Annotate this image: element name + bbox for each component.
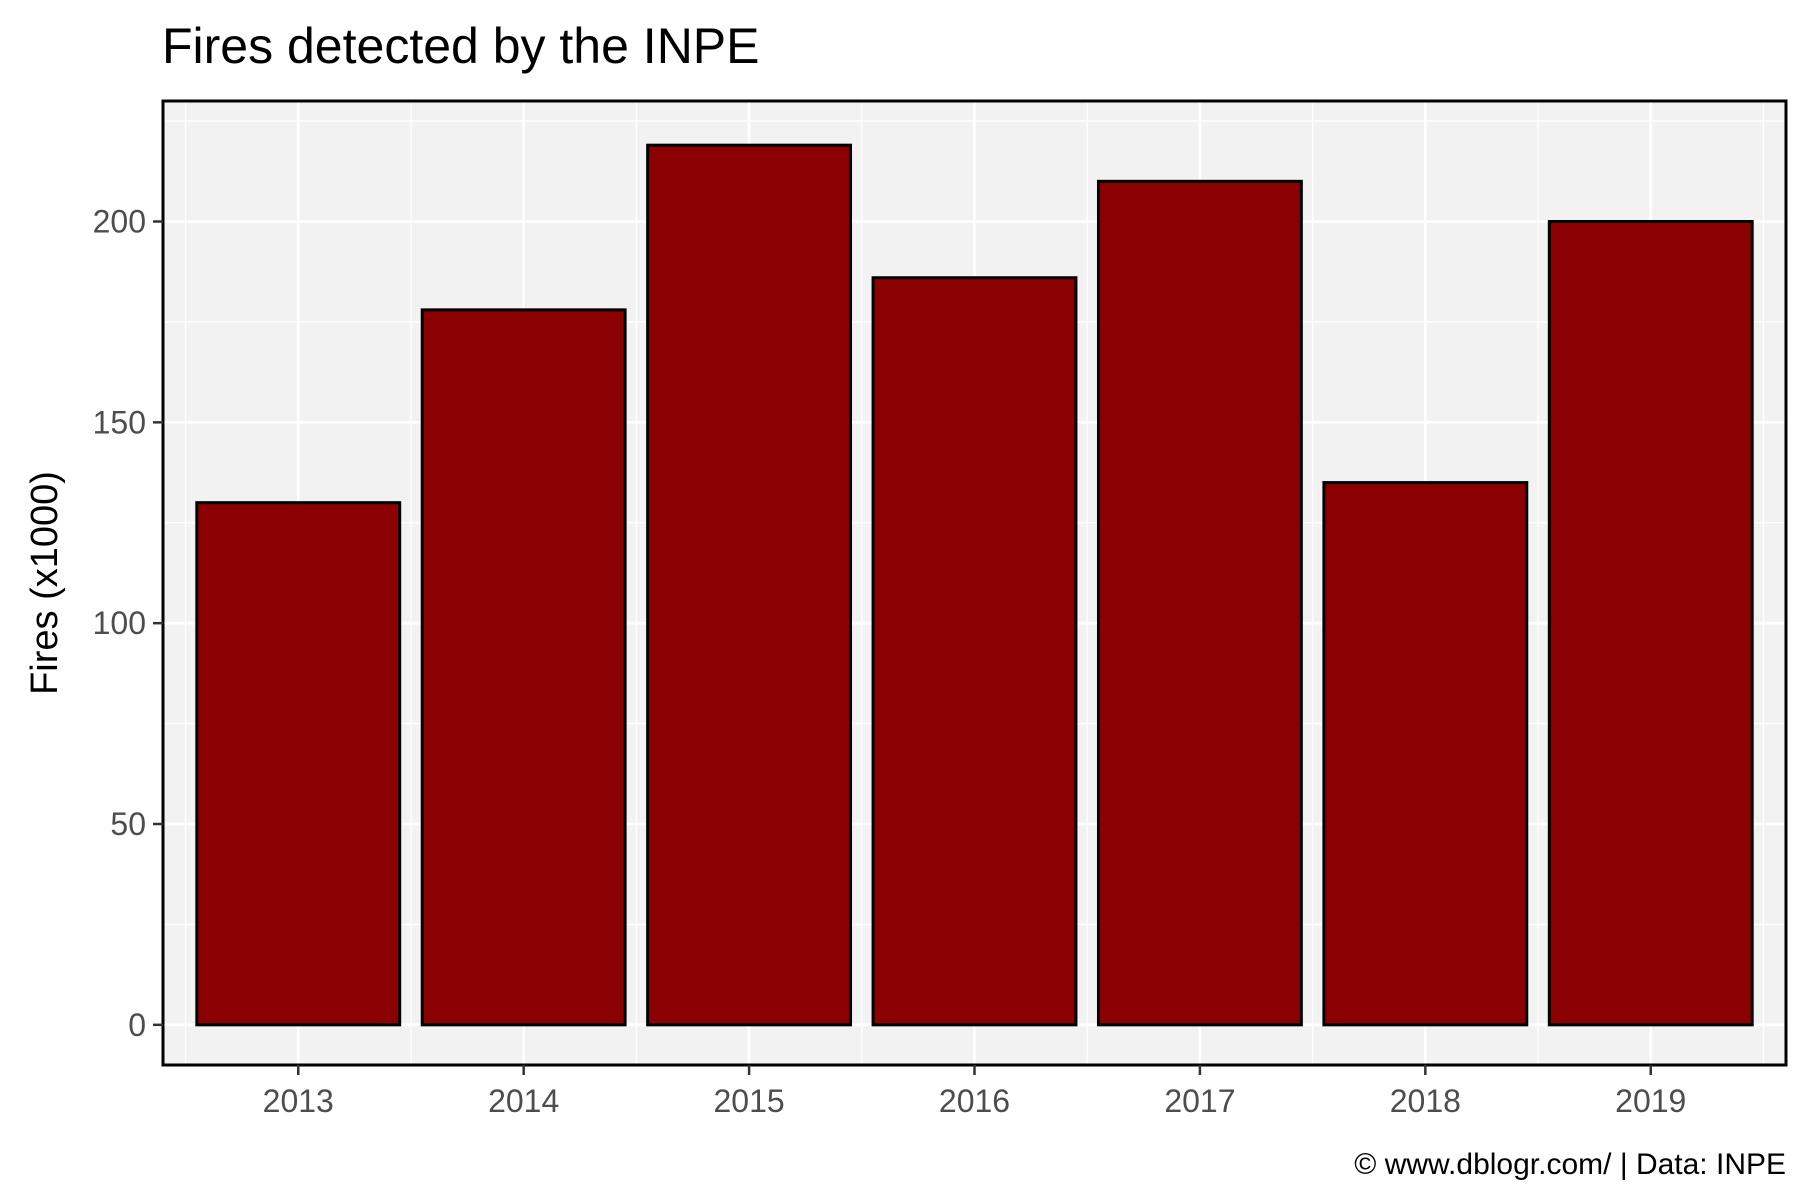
bar-2016 bbox=[871, 276, 1078, 1027]
y-axis-ticks: 0 50 100 150 200 bbox=[93, 204, 163, 1043]
x-tick-label: 2019 bbox=[1615, 1083, 1686, 1119]
bar-2013 bbox=[195, 501, 402, 1027]
bar-2014 bbox=[420, 308, 627, 1027]
y-tick-label: 200 bbox=[93, 204, 146, 240]
x-tick-label: 2016 bbox=[939, 1083, 1010, 1119]
caption: © www.dblogr.com/ | Data: INPE bbox=[1354, 1148, 1786, 1181]
y-tick-label: 0 bbox=[128, 1007, 146, 1043]
x-tick-label: 2015 bbox=[713, 1083, 784, 1119]
x-tick-label: 2013 bbox=[263, 1083, 334, 1119]
bar-2015 bbox=[646, 143, 853, 1027]
bars bbox=[195, 143, 1754, 1027]
chart-title: Fires detected by the INPE bbox=[162, 18, 760, 74]
y-tick-label: 150 bbox=[93, 404, 146, 440]
x-tick-label: 2018 bbox=[1390, 1083, 1461, 1119]
bar-2017 bbox=[1096, 179, 1303, 1027]
x-tick-label: 2014 bbox=[488, 1083, 559, 1119]
y-tick-label: 50 bbox=[110, 806, 146, 842]
bar-2018 bbox=[1322, 481, 1529, 1027]
x-axis-ticks: 2013 2014 2015 2016 2017 2018 2019 bbox=[263, 1065, 1686, 1119]
y-tick-label: 100 bbox=[93, 605, 146, 641]
bar-2019 bbox=[1547, 220, 1754, 1027]
y-axis-title: Fires (x1000) bbox=[24, 471, 66, 695]
x-tick-label: 2017 bbox=[1164, 1083, 1235, 1119]
